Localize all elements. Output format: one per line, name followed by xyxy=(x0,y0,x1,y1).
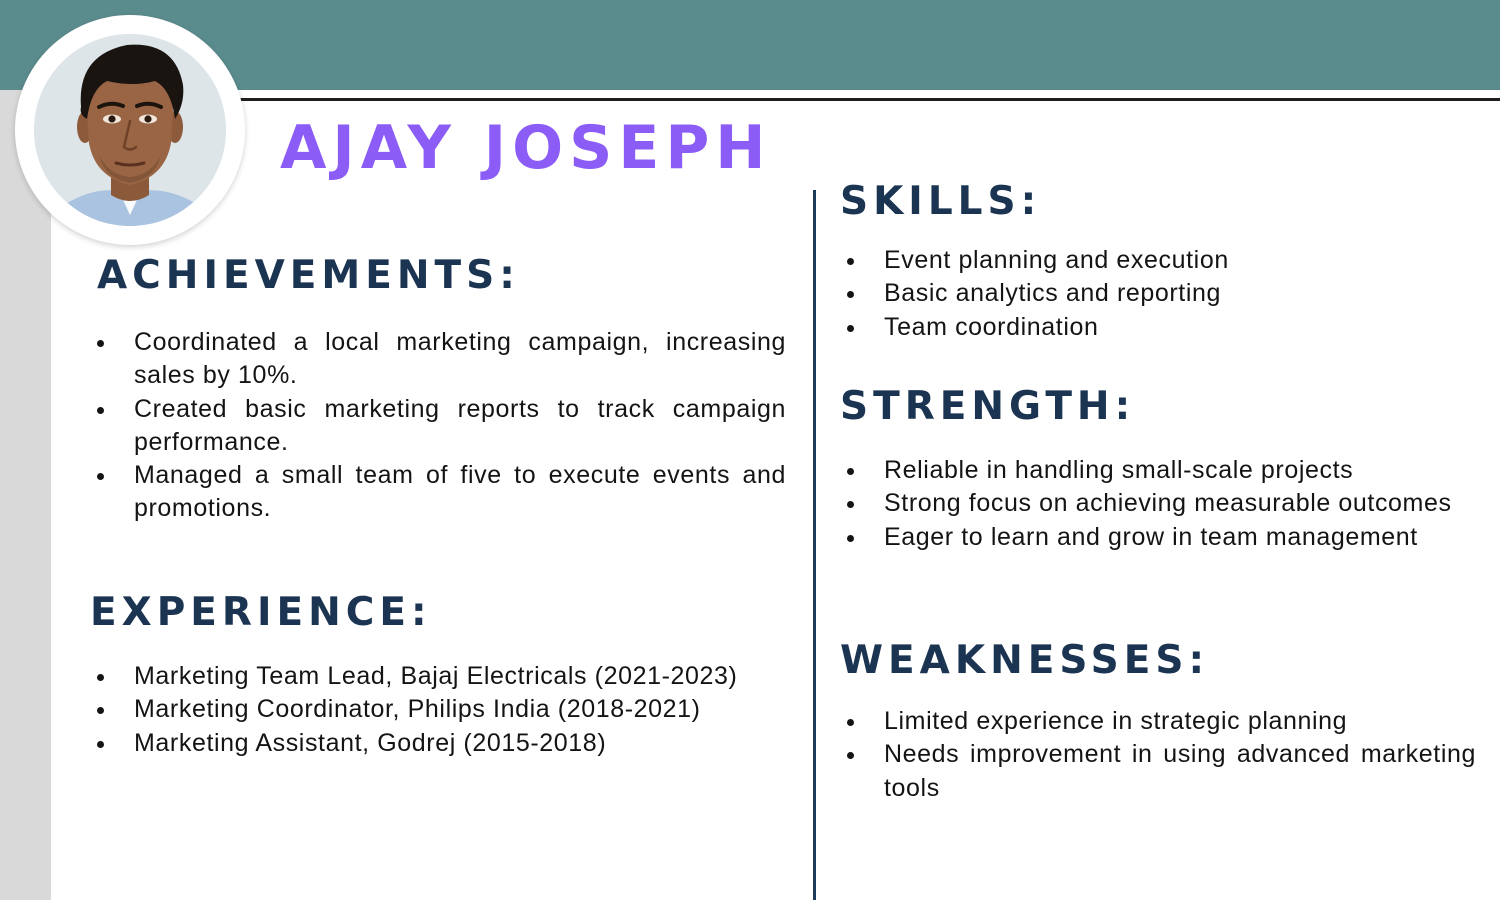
strength-item: Strong focus on achieving measurable out… xyxy=(842,487,1476,520)
skill-item: Basic analytics and reporting xyxy=(842,277,1476,310)
achievements-heading: ACHIEVEMENTS: xyxy=(97,253,520,298)
skills-list: Event planning and execution Basic analy… xyxy=(842,244,1476,344)
weakness-item: Needs improvement in using advanced mark… xyxy=(842,738,1476,805)
skills-heading: SKILLS: xyxy=(840,179,1042,224)
left-accent-strip xyxy=(0,90,51,900)
experience-heading: EXPERIENCE: xyxy=(90,590,432,635)
achievements-list: Coordinated a local marketing campaign, … xyxy=(92,326,786,526)
skill-item: Event planning and execution xyxy=(842,244,1476,277)
experience-item: Marketing Team Lead, Bajaj Electricals (… xyxy=(92,660,786,693)
profile-photo xyxy=(15,15,245,245)
experience-item: Marketing Assistant, Godrej (2015-2018) xyxy=(92,727,786,760)
achievement-item: Managed a small team of five to execute … xyxy=(92,459,786,526)
weakness-item: Limited experience in strategic planning xyxy=(842,705,1476,738)
weaknesses-list: Limited experience in strategic planning… xyxy=(842,705,1476,805)
strength-heading: STRENGTH: xyxy=(840,384,1136,429)
skill-item: Team coordination xyxy=(842,311,1476,344)
achievement-item: Coordinated a local marketing campaign, … xyxy=(92,326,786,393)
experience-item: Marketing Coordinator, Philips India (20… xyxy=(92,693,786,726)
weaknesses-heading: WEAKNESSES: xyxy=(840,638,1210,683)
column-divider xyxy=(813,190,816,900)
strength-item: Eager to learn and grow in team manageme… xyxy=(842,521,1476,554)
strength-list: Reliable in handling small-scale project… xyxy=(842,454,1476,554)
experience-list: Marketing Team Lead, Bajaj Electricals (… xyxy=(92,660,786,760)
strength-item: Reliable in handling small-scale project… xyxy=(842,454,1476,487)
portrait-image xyxy=(34,34,226,226)
header-band xyxy=(0,0,1500,90)
header-divider xyxy=(240,98,1500,101)
achievement-item: Created basic marketing reports to track… xyxy=(92,393,786,460)
candidate-name: AJAY JOSEPH xyxy=(280,113,772,183)
